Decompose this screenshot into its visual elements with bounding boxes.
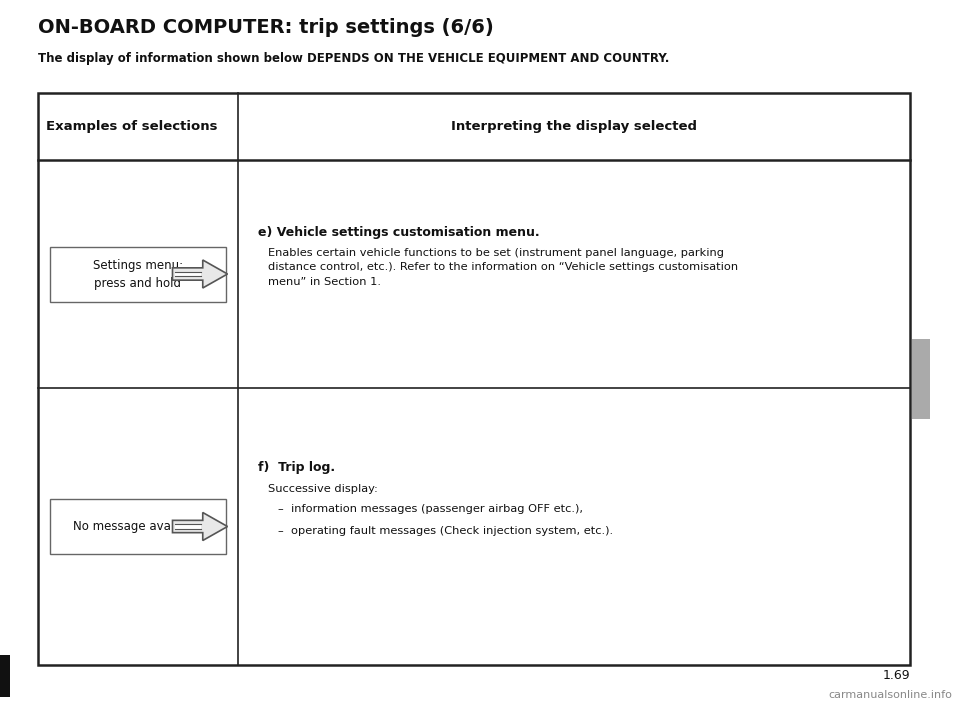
Bar <box>0 655 10 697</box>
Bar <box>50 499 226 554</box>
Text: The display of information shown below DEPENDS ON THE VEHICLE EQUIPMENT AND COUN: The display of information shown below D… <box>38 52 669 65</box>
Bar <box>50 246 226 302</box>
Text: f)  Trip log.: f) Trip log. <box>258 462 335 474</box>
Text: Successive display:: Successive display: <box>268 484 378 493</box>
Text: e) Vehicle settings customisation menu.: e) Vehicle settings customisation menu. <box>258 226 540 239</box>
Text: –  operating fault messages (Check injection system, etc.).: – operating fault messages (Check inject… <box>278 525 613 535</box>
Text: Interpreting the display selected: Interpreting the display selected <box>451 120 697 133</box>
Text: 1.69: 1.69 <box>882 669 910 682</box>
Text: ON-BOARD COMPUTER: trip settings (6/6): ON-BOARD COMPUTER: trip settings (6/6) <box>38 18 493 37</box>
Text: carmanualsonline.info: carmanualsonline.info <box>828 690 952 700</box>
Polygon shape <box>173 513 228 540</box>
Text: –  information messages (passenger airbag OFF etc.),: – information messages (passenger airbag… <box>278 503 583 513</box>
Text: Examples of selections: Examples of selections <box>46 120 218 133</box>
Polygon shape <box>173 260 228 288</box>
Text: Settings menu:
press and hold: Settings menu: press and hold <box>93 258 183 290</box>
Text: No message available: No message available <box>73 520 203 533</box>
Bar <box>912 339 930 419</box>
Bar <box>38 93 910 665</box>
Text: Enables certain vehicle functions to be set (instrument panel language, parking
: Enables certain vehicle functions to be … <box>268 248 738 287</box>
Polygon shape <box>175 272 201 276</box>
Polygon shape <box>175 525 201 529</box>
